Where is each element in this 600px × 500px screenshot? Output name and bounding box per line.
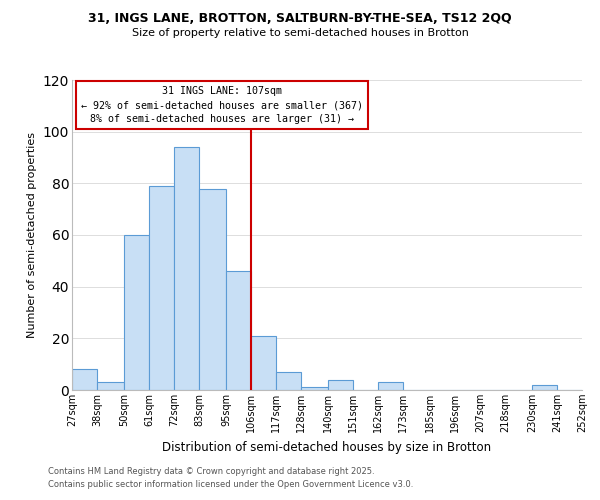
Bar — [149, 186, 174, 390]
Text: Size of property relative to semi-detached houses in Brotton: Size of property relative to semi-detach… — [131, 28, 469, 38]
Bar — [174, 147, 199, 390]
Bar — [378, 382, 403, 390]
Text: 31, INGS LANE, BROTTON, SALTBURN-BY-THE-SEA, TS12 2QQ: 31, INGS LANE, BROTTON, SALTBURN-BY-THE-… — [88, 12, 512, 26]
X-axis label: Distribution of semi-detached houses by size in Brotton: Distribution of semi-detached houses by … — [163, 440, 491, 454]
Bar — [328, 380, 353, 390]
Bar — [124, 235, 149, 390]
Bar — [97, 382, 124, 390]
Text: 31 INGS LANE: 107sqm
← 92% of semi-detached houses are smaller (367)
8% of semi-: 31 INGS LANE: 107sqm ← 92% of semi-detac… — [82, 86, 364, 124]
Text: Contains HM Land Registry data © Crown copyright and database right 2025.: Contains HM Land Registry data © Crown c… — [48, 467, 374, 476]
Y-axis label: Number of semi-detached properties: Number of semi-detached properties — [27, 132, 37, 338]
Bar — [226, 271, 251, 390]
Bar — [72, 370, 97, 390]
Text: Contains public sector information licensed under the Open Government Licence v3: Contains public sector information licen… — [48, 480, 413, 489]
Bar — [251, 336, 276, 390]
Bar — [301, 388, 328, 390]
Bar — [532, 385, 557, 390]
Bar — [276, 372, 301, 390]
Bar — [199, 188, 226, 390]
